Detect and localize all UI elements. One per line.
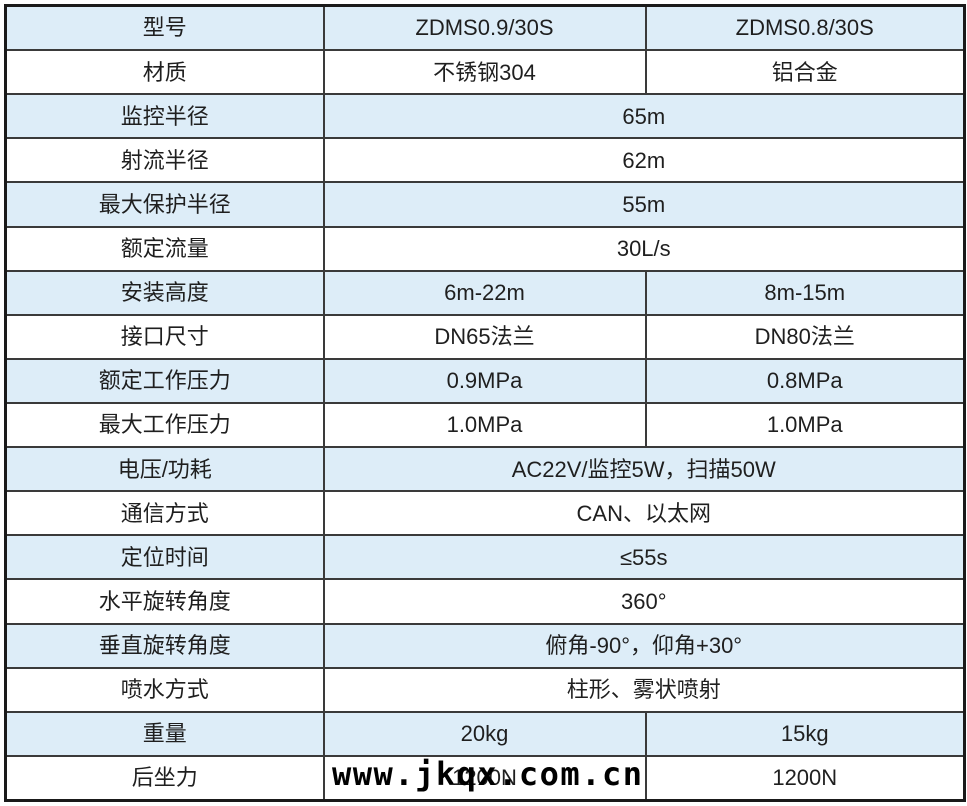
value-col1: 1200N (322, 754, 647, 802)
row-label: 监控半径 (4, 93, 325, 140)
row-rated-flow: 额定流量 30L/s (4, 225, 966, 272)
value-col2: ZDMS0.8/30S (644, 4, 966, 52)
row-label: 重量 (4, 710, 325, 757)
row-label: 垂直旋转角度 (4, 622, 325, 669)
row-material: 材质 不锈钢304 铝合金 (4, 49, 966, 96)
value-merged: 55m (322, 181, 966, 228)
value-col1: DN65法兰 (322, 313, 647, 360)
value-col2: DN80法兰 (644, 313, 966, 360)
row-max-pressure: 最大工作压力 1.0MPa 1.0MPa (4, 401, 966, 449)
row-label: 最大工作压力 (4, 401, 325, 449)
row-jet-radius: 射流半径 62m (4, 137, 966, 184)
value-col2: 8m-15m (644, 269, 966, 316)
row-label: 材质 (4, 49, 325, 96)
row-label: 定位时间 (4, 534, 325, 581)
row-label: 喷水方式 (4, 666, 325, 713)
value-merged: AC22V/监控5W，扫描50W (322, 446, 966, 493)
value-merged: 俯角-90°，仰角+30° (322, 622, 966, 669)
row-model: 型号 ZDMS0.9/30S ZDMS0.8/30S (4, 4, 966, 52)
value-merged: 柱形、雾状喷射 (322, 666, 966, 713)
value-merged: CAN、以太网 (322, 490, 966, 537)
row-label: 接口尺寸 (4, 313, 325, 360)
row-recoil: 后坐力 1200N 1200N (4, 754, 966, 802)
row-spray-mode: 喷水方式 柱形、雾状喷射 (4, 666, 966, 713)
row-horizontal-rotation: 水平旋转角度 360° (4, 578, 966, 625)
value-col1: 0.9MPa (322, 357, 647, 404)
row-interface-size: 接口尺寸 DN65法兰 DN80法兰 (4, 313, 966, 360)
row-label: 后坐力 (4, 754, 325, 802)
value-col1: 1.0MPa (322, 401, 647, 449)
row-label: 安装高度 (4, 269, 325, 316)
value-merged: 65m (322, 93, 966, 140)
row-communication: 通信方式 CAN、以太网 (4, 490, 966, 537)
value-merged: ≤55s (322, 534, 966, 581)
row-install-height: 安装高度 6m-22m 8m-15m (4, 269, 966, 316)
row-label: 额定工作压力 (4, 357, 325, 404)
row-label: 通信方式 (4, 490, 325, 537)
row-label: 射流半径 (4, 137, 325, 184)
value-col2: 0.8MPa (644, 357, 966, 404)
value-col2: 1200N (644, 754, 966, 802)
value-col1: 20kg (322, 710, 647, 757)
value-merged: 62m (322, 137, 966, 184)
value-col2: 15kg (644, 710, 966, 757)
row-label: 额定流量 (4, 225, 325, 272)
value-merged: 30L/s (322, 225, 966, 272)
row-label: 型号 (4, 4, 325, 52)
row-weight: 重量 20kg 15kg (4, 710, 966, 757)
row-power: 电压/功耗 AC22V/监控5W，扫描50W (4, 446, 966, 493)
value-col2: 1.0MPa (644, 401, 966, 449)
row-monitor-radius: 监控半径 65m (4, 93, 966, 140)
value-merged: 360° (322, 578, 966, 625)
row-label: 最大保护半径 (4, 181, 325, 228)
row-positioning-time: 定位时间 ≤55s (4, 534, 966, 581)
row-max-protection-radius: 最大保护半径 55m (4, 181, 966, 228)
value-col2: 铝合金 (644, 49, 966, 96)
row-rated-pressure: 额定工作压力 0.9MPa 0.8MPa (4, 357, 966, 404)
spec-table: 型号 ZDMS0.9/30S ZDMS0.8/30S 材质 不锈钢304 铝合金… (4, 4, 966, 802)
row-label: 水平旋转角度 (4, 578, 325, 625)
row-vertical-rotation: 垂直旋转角度 俯角-90°，仰角+30° (4, 622, 966, 669)
value-col1: ZDMS0.9/30S (322, 4, 647, 52)
value-col1: 不锈钢304 (322, 49, 647, 96)
value-col1: 6m-22m (322, 269, 647, 316)
row-label: 电压/功耗 (4, 446, 325, 493)
